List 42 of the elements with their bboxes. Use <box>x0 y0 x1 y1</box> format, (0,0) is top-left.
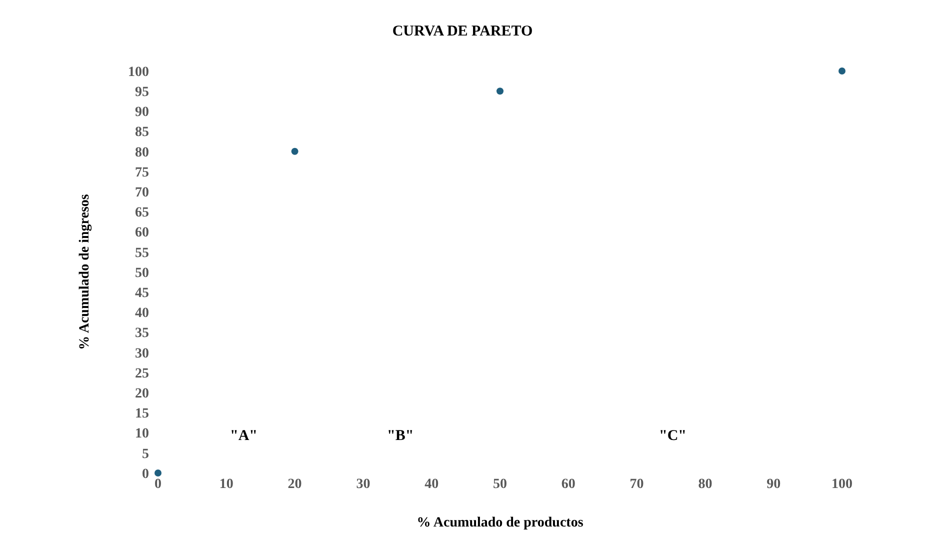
point <box>154 470 162 476</box>
x-tick-label: 90 <box>766 477 781 492</box>
y-tick-label: 65 <box>135 206 149 221</box>
y-tick-label: 10 <box>135 426 149 442</box>
y-tick-label: 75 <box>135 165 149 180</box>
y-tick-label: 20 <box>135 386 149 402</box>
annotation: "A" <box>230 428 258 444</box>
y-tick-label: 90 <box>135 105 149 120</box>
y-tick-label: 85 <box>135 125 149 140</box>
y-axis-title: % Acumulado de ingresos <box>78 194 93 350</box>
chart-title: CURVA DE PARETO <box>392 24 533 40</box>
y-tick-label: 30 <box>135 346 149 362</box>
x-tick-label: 70 <box>630 477 644 492</box>
x-tick-label: 100 <box>832 477 852 492</box>
point <box>291 148 298 155</box>
y-tick-label: 25 <box>135 366 149 382</box>
y-tick-label: 60 <box>135 226 149 241</box>
y-tick-label: 70 <box>135 186 149 200</box>
x-tick-label: 20 <box>288 477 302 492</box>
y-tick-label: 45 <box>135 286 149 301</box>
y-tick-label: 95 <box>135 85 149 100</box>
x-tick-label: 60 <box>561 477 576 492</box>
y-tick-label: 100 <box>128 64 149 80</box>
x-tick-label: 80 <box>698 477 712 492</box>
y-tick-label: 35 <box>135 326 149 342</box>
x-tick-label: 10 <box>219 477 234 492</box>
y-tick-label: 50 <box>135 266 149 281</box>
x-tick-label: 50 <box>493 477 507 492</box>
y-tick-label: 15 <box>135 406 149 422</box>
y-tick-label: 40 <box>135 306 149 322</box>
y-tick-label: 80 <box>135 145 149 160</box>
y-tick-label: 55 <box>135 246 149 261</box>
x-tick-label: 40 <box>424 477 439 492</box>
y-tick-label: 5 <box>142 446 149 462</box>
x-axis-title: % Acumulado de productos <box>416 515 584 530</box>
y-tick-label: 0 <box>142 466 149 482</box>
x-tick-label: 0 <box>154 477 162 492</box>
x-tick-label: 30 <box>356 477 370 492</box>
annotation: "C" <box>659 428 686 444</box>
point <box>838 68 846 74</box>
annotation: "B" <box>387 428 414 444</box>
point <box>496 88 504 95</box>
